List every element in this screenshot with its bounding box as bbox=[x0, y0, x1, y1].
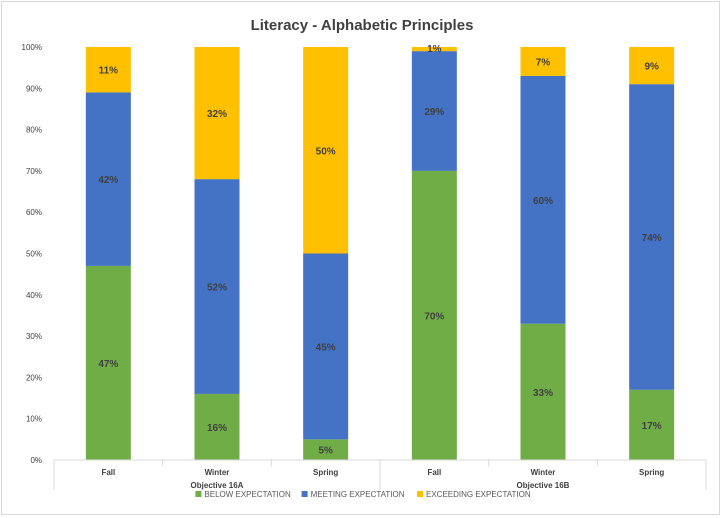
y-tick-label: 20% bbox=[26, 373, 42, 382]
bar-segment bbox=[194, 179, 240, 394]
data-label: 32% bbox=[207, 109, 227, 120]
data-label: 60% bbox=[533, 196, 553, 207]
data-label: 29% bbox=[424, 107, 444, 118]
bar-segment bbox=[85, 265, 131, 460]
data-label: 5% bbox=[318, 446, 333, 457]
data-label: 70% bbox=[424, 311, 444, 322]
bar-segment bbox=[411, 170, 457, 460]
y-tick-label: 70% bbox=[26, 167, 42, 176]
data-label: 1% bbox=[427, 44, 442, 55]
x-group-label: Objective 16A bbox=[191, 481, 244, 490]
y-tick-label: 10% bbox=[26, 415, 42, 424]
bar-segment bbox=[303, 253, 349, 440]
bar-segment bbox=[629, 47, 675, 85]
legend: BELOW EXPECTATION MEETING EXPECTATION EXCE… bbox=[195, 490, 531, 499]
legend-swatch bbox=[301, 491, 308, 497]
y-tick-label: 90% bbox=[26, 84, 42, 93]
data-label: 11% bbox=[99, 66, 119, 77]
data-label: 42% bbox=[98, 175, 118, 186]
x-category-label: Winter bbox=[205, 468, 230, 477]
data-label: 45% bbox=[316, 342, 336, 353]
bar-segment bbox=[629, 84, 675, 390]
data-label: 74% bbox=[642, 233, 662, 244]
legend-swatch bbox=[417, 491, 423, 497]
data-label: 47% bbox=[98, 359, 118, 370]
bar-segment bbox=[194, 393, 240, 460]
data-label: 7% bbox=[536, 57, 551, 68]
x-axis: Fall Winter Spring Fall Winter Spring Objectiv… bbox=[53, 459, 707, 490]
y-tick-label: 50% bbox=[26, 250, 42, 259]
bar-segment bbox=[629, 389, 675, 460]
chart-title: Literacy - Alphabetic Principles bbox=[251, 17, 474, 34]
y-axis: 0% 10% 20% 30% 40% 50% 60% 70% 80% 90% 100% bbox=[22, 43, 42, 465]
y-tick-label: 80% bbox=[26, 126, 42, 135]
legend-label: BELOW EXPECTATION bbox=[204, 490, 291, 499]
x-category-label: Winter bbox=[531, 468, 556, 477]
bar-segment bbox=[520, 75, 566, 324]
data-label: 52% bbox=[207, 283, 227, 294]
legend-swatch bbox=[195, 491, 202, 497]
y-tick-label: 100% bbox=[22, 43, 42, 52]
bars bbox=[85, 47, 675, 460]
y-tick-label: 0% bbox=[30, 456, 42, 465]
data-label: 9% bbox=[644, 62, 659, 73]
data-label: 16% bbox=[207, 423, 227, 434]
bar-segment bbox=[411, 51, 457, 171]
bar-segment bbox=[520, 323, 566, 460]
data-label: 17% bbox=[642, 421, 662, 432]
data-labels: 47% 42% 11% 16% 52% 32% 5% 45% 50% 70% 29% 1% 33% 60%… bbox=[98, 44, 661, 457]
bar-segment bbox=[520, 47, 566, 76]
bar-segment bbox=[411, 47, 457, 52]
legend-label: EXCEEDING EXPECTATION bbox=[426, 490, 531, 499]
x-category-label: Fall bbox=[101, 468, 115, 477]
data-label: 50% bbox=[316, 146, 336, 157]
bar-segment bbox=[303, 439, 349, 460]
bar-segment bbox=[85, 92, 131, 266]
x-category-label: Spring bbox=[639, 468, 664, 477]
y-tick-label: 60% bbox=[26, 208, 42, 217]
x-category-label: Spring bbox=[313, 468, 338, 477]
y-tick-label: 40% bbox=[26, 291, 42, 300]
y-tick-label: 30% bbox=[26, 332, 42, 341]
bar-segment bbox=[194, 47, 240, 180]
bar-segment bbox=[85, 47, 131, 93]
x-group-label: Objective 16B bbox=[517, 481, 570, 490]
data-label: 33% bbox=[533, 388, 553, 399]
bar-segment bbox=[303, 47, 349, 254]
x-category-label: Fall bbox=[427, 468, 441, 477]
legend-label: MEETING EXPECTATION bbox=[311, 490, 405, 499]
